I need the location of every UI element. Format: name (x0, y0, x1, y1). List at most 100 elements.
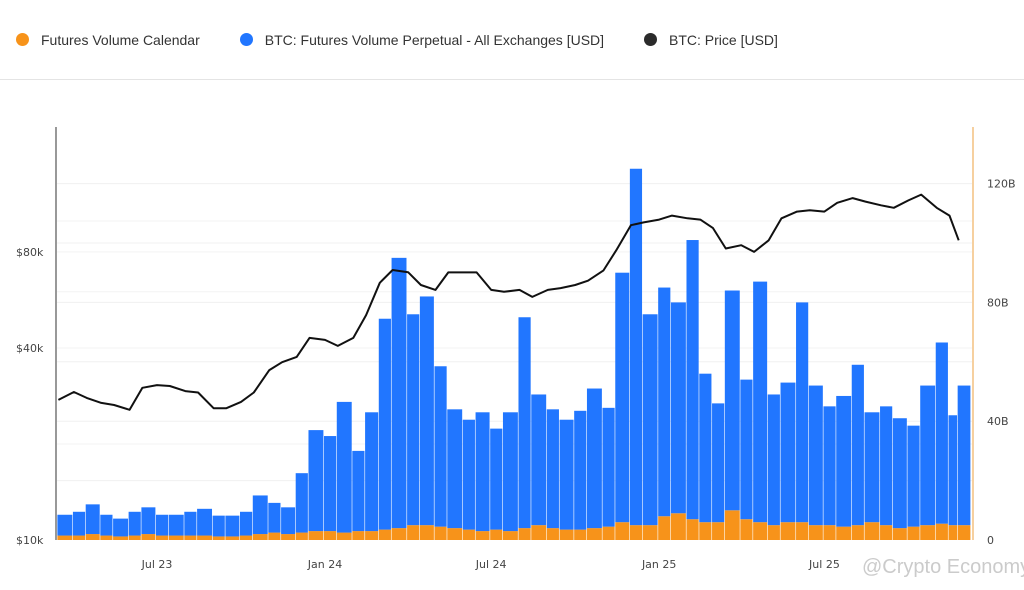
calendar-volume-bar (767, 525, 780, 540)
perpetual-volume-bar (574, 410, 587, 530)
calendar-volume-bar (57, 535, 73, 540)
perpetual-volume-bar (642, 314, 658, 526)
perpetual-volume-bar (184, 511, 197, 536)
calendar-volume-bar (378, 529, 391, 540)
perpetual-volume-bar (740, 379, 753, 520)
right-y-tick-label: 80B (987, 296, 1009, 309)
calendar-volume-bar (699, 522, 712, 540)
calendar-volume-bar (85, 534, 100, 540)
perpetual-volume-bar (907, 425, 920, 527)
perpetual-volume-bar (419, 296, 434, 526)
left-y-tick-label: $10k (16, 534, 44, 547)
perpetual-volume-bar (699, 373, 712, 523)
calendar-volume-bar (658, 516, 671, 540)
legend-label: Futures Volume Calendar (41, 31, 200, 48)
calendar-volume-bar (531, 525, 547, 540)
calendar-volume-bar (808, 525, 823, 540)
calendar-volume-bar (197, 535, 213, 540)
perpetual-volume-bar (935, 342, 948, 524)
calendar-volume-bar (490, 529, 503, 540)
calendar-volume-bar (100, 535, 113, 540)
calendar-volume-bar (391, 528, 407, 540)
x-tick-label: Jul 23 (141, 558, 173, 571)
calendar-volume-bar (686, 519, 699, 540)
calendar-volume-bar (574, 529, 587, 540)
perpetual-volume-bar (559, 419, 574, 530)
left-y-tick-label: $40k (16, 342, 44, 355)
perpetual-volume-bar (490, 428, 503, 530)
right-y-tick-label: 120B (987, 178, 1016, 191)
calendar-volume-bar (308, 531, 324, 540)
watermark: @Crypto Economy (862, 556, 1024, 578)
perpetual-volume-bar (686, 240, 699, 520)
perpetual-volume-bar (72, 511, 86, 536)
perpetual-volume-bar (629, 168, 643, 526)
calendar-volume-bar (113, 536, 129, 540)
legend-dot-perpetual (239, 33, 253, 46)
perpetual-volume-bar (602, 407, 615, 527)
perpetual-volume-bar (352, 450, 365, 532)
perpetual-volume-bar (670, 302, 686, 514)
left-y-tick-label: $80k (16, 246, 44, 259)
calendar-volume-bar (295, 532, 308, 540)
perpetual-volume-bar (796, 302, 809, 523)
perpetual-volume-bar (295, 473, 308, 533)
calendar-volume-bar (907, 526, 920, 540)
x-tick-label: Jan 25 (641, 558, 676, 571)
legend-item-price[interactable]: BTC: Price [USD] (644, 32, 778, 48)
x-tick-label: Jul 25 (808, 558, 840, 571)
legend-label: BTC: Futures Volume Perpetual - All Exch… (264, 31, 605, 48)
calendar-volume-bar (447, 528, 463, 540)
perpetual-volume-bar (128, 511, 141, 536)
perpetual-volume-bar (502, 412, 518, 532)
calendar-volume-bar (642, 525, 658, 540)
calendar-volume-bar (935, 523, 948, 540)
calendar-volume-bar (602, 526, 615, 540)
calendar-volume-bar (586, 528, 602, 540)
calendar-volume-bar (892, 528, 907, 540)
perpetual-volume-bar (823, 406, 836, 526)
perpetual-volume-bar (378, 318, 391, 530)
calendar-volume-bar (780, 522, 796, 540)
perpetual-volume-bar (615, 272, 630, 523)
calendar-volume-bar (281, 534, 296, 540)
perpetual-volume-bar (434, 366, 447, 527)
perpetual-volume-bar (85, 504, 100, 535)
calendar-volume-bar (141, 534, 156, 540)
calendar-volume-bar (225, 536, 240, 540)
calendar-volume-bar (957, 525, 971, 540)
perpetual-volume-bar (156, 514, 169, 536)
perpetual-volume-bar (308, 430, 324, 532)
calendar-volume-bar (920, 525, 936, 540)
perpetual-volume-bar (100, 514, 113, 536)
calendar-volume-bar (462, 529, 475, 540)
perpetual-volume-bar (391, 257, 407, 529)
perpetual-volume-bar (141, 507, 156, 535)
perpetual-volume-bar (753, 281, 768, 523)
perpetual-volume-bar (168, 514, 184, 536)
calendar-volume-bar (851, 525, 864, 540)
right-y-tick-label: 0 (987, 534, 994, 547)
calendar-volume-bar (324, 531, 337, 540)
calendar-volume-bar (880, 525, 893, 540)
calendar-volume-bar (559, 529, 574, 540)
calendar-volume-bar (740, 519, 753, 540)
perpetual-volume-bar (225, 515, 240, 537)
legend-dot-calendar (16, 33, 29, 46)
legend-label: BTC: Price [USD] (669, 31, 778, 48)
perpetual-volume-bar (365, 412, 379, 532)
perpetual-volume-bar (212, 515, 225, 537)
legend-item-calendar[interactable]: Futures Volume Calendar (16, 32, 200, 48)
calendar-volume-bar (168, 535, 184, 540)
calendar-volume-bar (823, 525, 836, 540)
calendar-volume-bar (407, 525, 420, 540)
calendar-volume-bar (212, 536, 225, 540)
legend-item-perpetual[interactable]: BTC: Futures Volume Perpetual - All Exch… (239, 31, 605, 48)
perpetual-volume-bar (880, 406, 893, 526)
perpetual-volume-bar (336, 401, 352, 533)
legend-dot-price (644, 33, 658, 46)
right-y-tick-label: 40B (987, 415, 1009, 428)
perpetual-volume-bar (268, 502, 281, 533)
calendar-volume-bar (268, 532, 281, 540)
